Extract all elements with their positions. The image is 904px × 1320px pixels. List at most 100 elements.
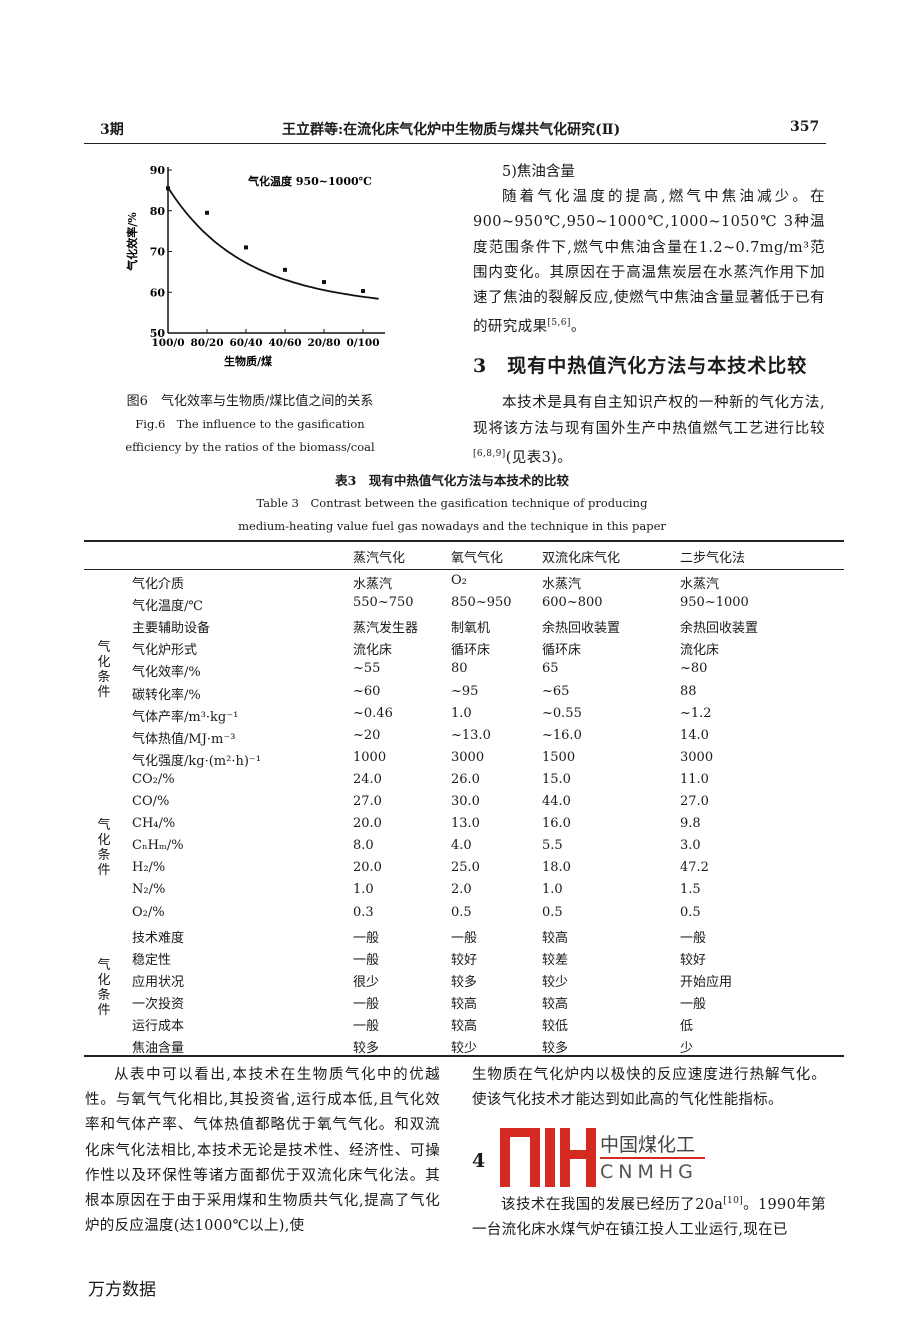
table-row: 气体热值/MJ·m⁻³ ~20 ~13.0 ~16.0 14.0 xyxy=(84,728,844,750)
tar-paragraph-text: 随着气化温度的提高,燃气中焦油减少。在900~950℃,950~1000℃,10… xyxy=(473,189,825,336)
table-cell: 较低 xyxy=(542,1019,569,1034)
table-row: 气体产率/m³·kg⁻¹ ~0.46 1.0 ~0.55 ~1.2 xyxy=(84,706,844,728)
table-cell: 25.0 xyxy=(451,860,480,876)
table-row: CO₂/% 24.0 26.0 15.0 11.0 xyxy=(84,772,844,794)
data-point xyxy=(166,186,170,191)
table-cell: ~65 xyxy=(542,683,570,699)
table-cell: 水蒸汽 xyxy=(680,577,720,592)
table-cell: 1.5 xyxy=(680,882,701,898)
comparison-table: 蒸汽气化 氧气气化 双流化床气化 二步气化法 气化条件 气化条件 气化条件 气化… xyxy=(84,540,844,1060)
x-tick-label: 40/60 xyxy=(268,337,301,349)
right-column-bottom: 生物质在气化炉内以极快的反应速度进行热解气化。使该气化技术才能达到如此高的气化性… xyxy=(472,1063,826,1113)
y-tick-label: 50 xyxy=(150,327,166,340)
table-cell: 较多 xyxy=(353,1041,380,1057)
table-title-cn: 表3 现有中热值气化方法与本技术的比较 xyxy=(335,473,569,488)
table-cell: 550~750 xyxy=(353,595,414,611)
row-parameter: 一次投资 xyxy=(132,996,185,1012)
table-row: CO/% 27.0 30.0 44.0 27.0 xyxy=(84,794,844,816)
table-cell: 3000 xyxy=(451,749,485,765)
continuation-paragraph: 生物质在气化炉内以极快的反应速度进行热解气化。使该气化技术才能达到如此高的气化性… xyxy=(472,1067,826,1109)
table-cell: 1.0 xyxy=(353,882,374,898)
citation[interactable]: [10] xyxy=(723,1196,743,1206)
row-parameter: N₂/% xyxy=(132,882,166,898)
row-parameter: O₂/% xyxy=(132,904,165,920)
left-column-bottom: 从表中可以看出,本技术在生物质气化中的优越性。与氧气气化相比,其投资省,运行成本… xyxy=(85,1063,440,1239)
data-point xyxy=(205,210,209,215)
column-header: 氧气气化 xyxy=(451,551,504,566)
row-parameter: CₙHₘ/% xyxy=(132,838,184,854)
table-cell: 8.0 xyxy=(353,838,374,854)
table-cell: ~16.0 xyxy=(542,727,582,743)
row-parameter: 碳转化率/% xyxy=(132,687,201,703)
subheading-tar-content: 5)焦油含量 xyxy=(502,164,575,180)
citation[interactable]: [6,8,9] xyxy=(473,448,506,459)
table-cell: 9.8 xyxy=(680,816,701,832)
table-cell: 较多 xyxy=(542,1041,569,1057)
table-row: CH₄/% 20.0 13.0 16.0 9.8 xyxy=(84,816,844,838)
table-cell: 1.0 xyxy=(542,882,563,898)
table-row: 气化温度/℃ 550~750 850~950 600~800 950~1000 xyxy=(84,595,844,617)
table-cell: 24.0 xyxy=(353,771,382,787)
x-tick-label: 80/20 xyxy=(190,337,223,349)
watermark-logo: 中国煤化工 CNMHG xyxy=(500,1128,710,1188)
data-point xyxy=(322,280,326,285)
table-cell: 0.5 xyxy=(451,904,472,920)
page-number: 357 xyxy=(790,119,820,135)
mh-logo-icon xyxy=(500,1128,596,1187)
issue-number: 3期 xyxy=(100,122,124,138)
table-cell: 15.0 xyxy=(542,771,571,787)
table-cell: 1500 xyxy=(542,749,576,765)
table-cell: 3000 xyxy=(680,749,714,765)
table-cell: 一般 xyxy=(353,930,380,946)
x-tick-label: 60/40 xyxy=(229,337,262,349)
figure-caption-cn: 图6 气化效率与生物质/煤比值之间的关系 xyxy=(126,394,374,409)
table-cell: 较高 xyxy=(451,1019,478,1034)
table-cell: 27.0 xyxy=(680,794,709,809)
table-bottom-rule xyxy=(84,1055,844,1057)
figure-caption-en-2: efficiency by the ratios of the biomass/… xyxy=(125,440,375,454)
table-cell: 20.0 xyxy=(353,816,382,832)
table-cell: ~1.2 xyxy=(680,705,712,721)
source-footer: 万方数据 xyxy=(88,1280,156,1300)
data-point xyxy=(361,289,365,294)
row-parameter: CO₂/% xyxy=(132,771,175,787)
table-row: 气化介质 水蒸汽 O₂ 水蒸汽 水蒸汽 xyxy=(84,573,844,595)
row-parameter: 焦油含量 xyxy=(132,1041,185,1057)
section-3-heading: 3 现有中热值汽化方法与本技术比较 xyxy=(473,355,808,378)
table-cell: 少 xyxy=(680,1041,694,1057)
table-row: 碳转化率/% ~60 ~95 ~65 88 xyxy=(84,684,844,706)
history-text: 该技术在我国的发展已经历了20a xyxy=(501,1196,724,1213)
table-cell: 一般 xyxy=(353,996,380,1012)
table-cell: 30.0 xyxy=(451,794,480,809)
table-cell: 65 xyxy=(542,661,559,677)
x-tick-label: 100/0 xyxy=(151,337,184,349)
row-parameter: 运行成本 xyxy=(132,1019,185,1034)
table-cell: 较高 xyxy=(542,930,569,946)
table-row: 气化效率/% ~55 80 65 ~80 xyxy=(84,661,844,683)
table-cell: 1.0 xyxy=(451,705,472,721)
data-point xyxy=(244,245,248,250)
figure-6-chart: 50 60 70 80 90 100/0 80/20 60/40 40/60 20/80 0/100… xyxy=(125,164,385,368)
table-header-row: 蒸汽气化 氧气气化 双流化床气化 二步气化法 xyxy=(84,547,844,569)
table-cell: 0.5 xyxy=(680,904,701,920)
comparison-paragraph-end: (见表3)。 xyxy=(505,449,573,466)
table-row: 气化强度/kg·(m²·h)⁻¹ 1000 3000 1500 3000 xyxy=(84,750,844,772)
row-parameter: 应用状况 xyxy=(132,974,185,990)
table-cell: O₂ xyxy=(451,573,467,588)
history-paragraph: 该技术在我国的发展已经历了20a[10]。1990年第一台流化床水煤气炉在镇江投… xyxy=(472,1189,826,1243)
table-cell: 0.5 xyxy=(542,904,563,920)
table-cell: 蒸汽发生器 xyxy=(353,621,419,637)
logo-text-cn: 中国煤化工 xyxy=(600,1134,696,1156)
table-cell: 16.0 xyxy=(542,816,571,832)
citation[interactable]: [5,6] xyxy=(547,318,571,329)
row-parameter: CO/% xyxy=(132,794,170,809)
table-row: O₂/% 0.3 0.5 0.5 0.5 xyxy=(84,905,844,927)
chart-annotation: 气化温度 950~1000℃ xyxy=(247,174,372,188)
table-row: 主要辅助设备 蒸汽发生器 制氧机 余热回收装置 余热回收装置 xyxy=(84,617,844,639)
table-cell: 88 xyxy=(680,683,697,699)
conclusion-paragraph: 从表中可以看出,本技术在生物质气化中的优越性。与氧气气化相比,其投资省,运行成本… xyxy=(85,1067,440,1235)
row-parameter: 稳定性 xyxy=(132,952,172,968)
table-cell: 20.0 xyxy=(353,860,382,876)
table-cell: 水蒸汽 xyxy=(542,577,582,592)
table-cell: 循环床 xyxy=(451,643,491,659)
